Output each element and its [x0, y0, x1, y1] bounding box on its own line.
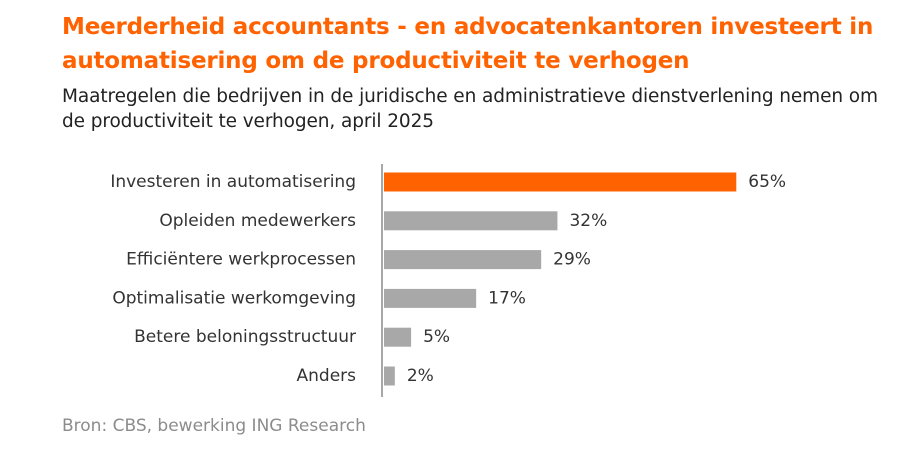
category-label: Betere beloningsstructuur	[134, 327, 356, 347]
value-label: 65%	[748, 172, 786, 192]
category-label: Investeren in automatisering	[110, 172, 356, 192]
value-label: 5%	[423, 327, 450, 347]
category-label: Opleiden medewerkers	[159, 211, 356, 231]
chart-title: Meerderheid accountants - en advocatenka…	[62, 14, 874, 74]
bar	[384, 366, 395, 386]
value-label: 17%	[488, 288, 526, 308]
category-label: Anders	[297, 366, 357, 386]
bar	[384, 211, 558, 231]
bar	[384, 172, 737, 192]
chart-subtitle: Maatregelen die bedrijven in de juridisc…	[62, 86, 878, 132]
value-label: 32%	[569, 211, 607, 231]
source-note: Bron: CBS, bewerking ING Research	[62, 416, 366, 436]
value-label: 29%	[553, 250, 591, 270]
bar	[384, 288, 477, 308]
bar	[384, 327, 412, 347]
bar	[384, 250, 542, 270]
value-label: 2%	[407, 366, 434, 386]
category-label: Efficiëntere werkprocessen	[126, 250, 356, 270]
category-label: Optimalisatie werkomgeving	[112, 288, 356, 308]
